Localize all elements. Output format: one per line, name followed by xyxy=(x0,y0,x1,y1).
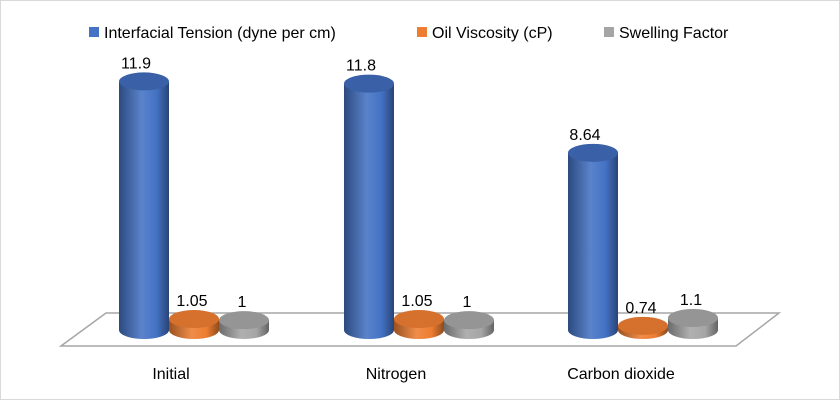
data-label: 1 xyxy=(463,294,472,311)
data-label: 11.9 xyxy=(121,55,151,72)
data-label: 8.64 xyxy=(569,127,600,144)
bar-carbon-dioxide-series-2: 1.1 xyxy=(668,292,718,339)
data-label: 0.74 xyxy=(625,300,656,317)
bar-nitrogen-series-2: 1 xyxy=(444,294,494,339)
legend-swatch xyxy=(89,27,99,37)
category-label: Carbon dioxide xyxy=(567,366,675,383)
bar-nitrogen-series-0: 11.8 xyxy=(344,58,394,339)
data-label: 1.05 xyxy=(401,293,432,310)
bar-carbon-dioxide-series-1: 0.74 xyxy=(618,300,668,339)
legend-label: Interfacial Tension (dyne per cm) xyxy=(104,25,336,42)
category-label: Initial xyxy=(152,366,189,383)
legend: Interfacial Tension (dyne per cm) Oil Vis… xyxy=(89,25,729,42)
category-label: Nitrogen xyxy=(366,366,426,383)
bar-nitrogen-series-1: 1.05 xyxy=(394,293,444,339)
legend-label: Swelling Factor xyxy=(619,25,729,42)
legend-swatch xyxy=(417,27,427,37)
data-label: 11.8 xyxy=(346,58,376,75)
bar-initial-series-1: 1.05 xyxy=(169,293,219,339)
data-label: 1.05 xyxy=(176,293,207,310)
data-label: 1.1 xyxy=(680,292,702,309)
bar-carbon-dioxide-series-0: 8.64 xyxy=(568,127,618,339)
legend-swatch xyxy=(604,27,614,37)
bar-initial-series-2: 1 xyxy=(219,294,269,339)
legend-label: Oil Viscosity (cP) xyxy=(432,25,553,42)
bar-initial-series-0: 11.9 xyxy=(119,55,169,339)
data-label: 1 xyxy=(238,294,247,311)
